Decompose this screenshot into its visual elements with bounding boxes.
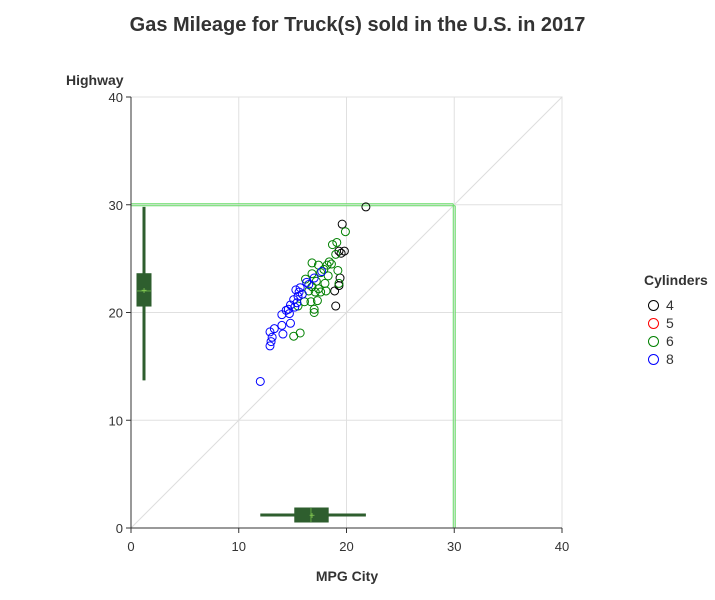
y-tick-label: 30	[109, 198, 123, 213]
legend-circle-icon	[648, 353, 659, 365]
legend-item: 5	[648, 314, 708, 332]
data-point	[304, 279, 314, 289]
data-point	[316, 268, 326, 278]
data-point	[277, 320, 287, 330]
data-point	[334, 281, 344, 291]
data-point	[266, 337, 276, 347]
x-tick-label: 10	[232, 539, 246, 554]
legend-label: 5	[666, 315, 674, 331]
data-point	[323, 271, 333, 281]
reference-lines	[130, 96, 563, 529]
data-point	[361, 202, 371, 212]
legend-circle-icon	[648, 335, 659, 347]
data-point	[278, 329, 288, 339]
axes: 0 10 20 30 40 0 10 20 30 40	[109, 90, 570, 554]
data-point	[302, 277, 312, 287]
highway-box	[136, 273, 152, 307]
data-point	[334, 246, 344, 256]
data-point	[285, 318, 295, 328]
legend-label: 8	[666, 351, 674, 367]
legend-label: 6	[666, 333, 674, 349]
x-tick-label: 20	[339, 539, 353, 554]
data-point	[289, 331, 299, 341]
legend-circle-icon	[648, 299, 659, 311]
marginal-boxplots: ++	[136, 206, 366, 523]
data-point	[310, 287, 320, 297]
data-point	[331, 301, 341, 311]
data-point	[283, 304, 293, 314]
data-point	[330, 286, 340, 296]
data-point	[309, 308, 319, 317]
data-point	[307, 269, 317, 279]
data-point	[295, 283, 305, 293]
y-tick-label: 10	[109, 413, 123, 428]
data-point	[340, 227, 350, 237]
legend-title: Cylinders	[644, 272, 708, 288]
identity-line	[130, 96, 563, 529]
highway-mean-marker: +	[141, 286, 147, 297]
legend-item: 6	[648, 332, 708, 350]
y-tick-label: 40	[109, 90, 123, 105]
data-point	[277, 310, 287, 320]
y-tick-label: 0	[116, 521, 123, 536]
data-point	[309, 304, 319, 314]
data-point	[297, 289, 307, 299]
city-mean-marker: +	[309, 511, 315, 522]
x-tick-label: 30	[447, 539, 461, 554]
x-tick-label: 0	[127, 539, 134, 554]
data-point	[316, 287, 326, 297]
data-point	[265, 341, 275, 351]
data-point	[317, 267, 327, 277]
data-point	[336, 248, 346, 258]
data-point	[333, 265, 343, 275]
data-point	[267, 332, 277, 342]
data-point	[290, 302, 300, 312]
data-point	[265, 327, 275, 337]
y-tick-label: 20	[109, 306, 123, 321]
city-box	[294, 507, 329, 523]
data-point	[327, 240, 337, 250]
data-point	[321, 286, 331, 296]
data-point	[255, 376, 265, 386]
legend: Cylinders 4 5 6 8	[644, 272, 708, 368]
data-point	[334, 278, 344, 288]
data-points	[255, 202, 371, 386]
data-point	[326, 259, 336, 269]
data-point	[312, 296, 322, 306]
x-tick-label: 40	[555, 539, 569, 554]
y-axis-label: Highway	[66, 72, 124, 88]
data-point	[292, 298, 302, 308]
legend-label: 4	[666, 297, 674, 313]
data-point	[285, 300, 295, 310]
data-point	[306, 297, 316, 307]
legend-item: 8	[648, 350, 708, 368]
legend-circle-icon	[648, 317, 659, 329]
data-point	[331, 249, 341, 259]
data-point	[335, 273, 345, 283]
legend-item: 4	[648, 296, 708, 314]
x-axis-label: MPG City	[316, 568, 378, 584]
data-point	[337, 219, 347, 229]
chart-title: Gas Mileage for Truck(s) sold in the U.S…	[129, 14, 586, 36]
data-point	[319, 264, 329, 274]
data-point	[307, 258, 317, 268]
data-point	[309, 273, 319, 283]
data-point	[332, 237, 342, 247]
